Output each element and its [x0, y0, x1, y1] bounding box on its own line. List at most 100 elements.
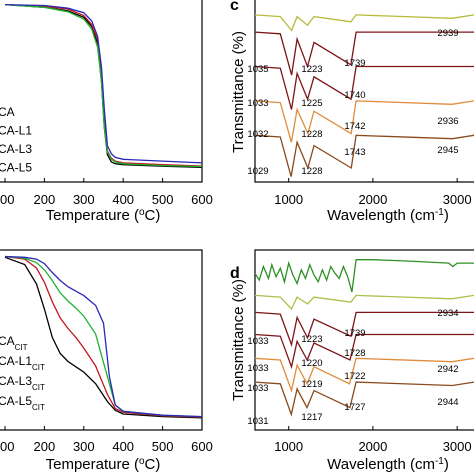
ftir-panel-c-peak-label-5: 1225 — [301, 98, 322, 109]
ftir-panel-d-series-5 — [254, 381, 474, 417]
tga-panel-2-xtick-label-0: 00 — [0, 439, 14, 454]
tga-panel-2-xtick-label-2: 300 — [73, 439, 95, 454]
ftir-panel-d-xlabel-main: Wavelength (cm — [327, 456, 435, 473]
tga-panel-2-frame — [0, 249, 203, 431]
tga-panel-1-xlabel: Temperature (oC) — [46, 207, 161, 225]
tga-panel-1-xtick-label-0: 00 — [0, 192, 14, 207]
ftir-panel-d-peak-label-11: 1031 — [247, 416, 268, 427]
ftir-panel-d-xlabel-end: ) — [444, 456, 449, 473]
ftir-panel-d-peak-label-3: 1739 — [344, 328, 365, 339]
ftir-panel-c-ylabel: Transmittance (%) — [230, 31, 247, 153]
tga-panel-1-legend-entry-1: CA-L1 — [0, 124, 32, 138]
ftir-panel-c-peak-label-4: 1033 — [247, 98, 268, 109]
ftir-panel-c-series-0 — [254, 14, 474, 32]
tga-panel-1-xtick-label-1: 200 — [34, 192, 56, 207]
tga-panel-1-series-1 — [4, 3, 203, 167]
ftir-panel-c-peak-label-12: 1228 — [301, 166, 322, 177]
ftir-panel-c-peak-label-7: 1032 — [247, 129, 268, 140]
tga-panel-2-legend-entry-3-sub: CIT — [32, 403, 45, 412]
ftir-panel-d-peak-label-6: 1728 — [344, 348, 365, 359]
tga-panel-2-legend-entry-2-base: CA-L3 — [0, 374, 32, 388]
ftir-panel-c-xtick-label-0: 1000 — [274, 192, 303, 207]
ftir-panel-d-peak-label-9: 1722 — [344, 371, 365, 382]
tga-panel-1-frame — [0, 0, 203, 183]
tga-panel-2-legend-entry-3: CA-L5CIT — [0, 394, 45, 412]
ftir-panel-c-series-3 — [254, 100, 474, 143]
tga-panel-2-legend-entry-1: CA-L1CIT — [0, 354, 45, 372]
ftir-panel-d-peak-label-13: 1727 — [344, 402, 365, 413]
tga-panel-1-legend-entry-0: CA — [0, 105, 15, 119]
tga-panel-1-legend-entry-2: CA-L3 — [0, 142, 32, 156]
ftir-panel-c-peak-label-2: 1223 — [301, 64, 322, 75]
ftir-panel-c-xtick-label-2: 3000 — [443, 192, 472, 207]
ftir-panel-c-xlabel: Wavelength (cm-1) — [327, 207, 449, 225]
ftir-panel-d-ylabel: Transmittance (%) — [230, 279, 247, 401]
tga-panel-1-series-3 — [4, 3, 203, 164]
ftir-panel-c-peak-label-6: 1740 — [344, 90, 365, 101]
ftir-panel-c-xtick-label-1: 2000 — [358, 192, 387, 207]
ftir-panel-d-peak-label-14: 2944 — [437, 397, 458, 408]
ftir-panel-d-peak-label-1: 1033 — [247, 336, 268, 347]
tga-panel-2-xtick-label-1: 200 — [34, 439, 56, 454]
tga-panel-2-xlabel-main: Temperature ( — [46, 456, 139, 473]
tga-panel-2-legend-entry-2-sub: CIT — [32, 383, 45, 392]
tga-panel-2-legend-entry-2: CA-L3CIT — [0, 374, 45, 392]
ftir-panel-d-peak-label-10: 2942 — [437, 364, 458, 375]
ftir-panel-d-panel-label: d — [230, 265, 240, 282]
tga-panel-1-xlabel-end: C) — [145, 207, 161, 224]
ftir-panel-d-series-0 — [254, 259, 474, 293]
ftir-panel-d-xtick-label-1: 2000 — [358, 439, 387, 454]
ftir-panel-c-xlabel-sup: -1 — [435, 207, 444, 218]
ftir-panel-d-series-4 — [254, 357, 474, 393]
ftir-panel-c-peak-label-11: 1029 — [247, 166, 268, 177]
tga-panel-1-xlabel-main: Temperature ( — [46, 207, 139, 224]
tga-panel-2-legend-entry-0: CACIT — [0, 334, 28, 352]
ftir-panel-d-xlabel: Wavelength (cm-1) — [327, 456, 449, 474]
ftir-panel-d-peak-label-8: 1219 — [301, 379, 322, 390]
tga-panel-2-xlabel: Temperature (oC) — [46, 456, 161, 474]
tga-panel-1-xtick-label-3: 400 — [112, 192, 134, 207]
tga-panel-2-legend-entry-3-base: CA-L5 — [0, 394, 32, 408]
tga-panel-2-xtick-label-4: 500 — [152, 439, 174, 454]
ftir-panel-d-xtick-label-2: 3000 — [443, 439, 472, 454]
ftir-panel-c-panel-label: c — [230, 0, 239, 14]
ftir-panel-c-peak-label-13: 1743 — [344, 147, 365, 158]
ftir-panel-c-peak-label-14: 2945 — [437, 145, 458, 156]
tga-panel-2-xtick-label-3: 400 — [112, 439, 134, 454]
tga-panel-1-series-2 — [4, 3, 203, 168]
tga-panel-2-legend-entry-0-base: CA — [0, 334, 15, 348]
ftir-panel-d-frame — [254, 249, 474, 431]
tga-panel-1-xtick-label-2: 300 — [73, 192, 95, 207]
tga-panel-1-legend-entry-3: CA-L5 — [0, 161, 32, 175]
tga-panel-2-xlabel-unit: o — [139, 456, 145, 467]
ftir-panel-d-peak-label-7: 1033 — [247, 383, 268, 394]
tga-panel-2-series-3 — [4, 255, 203, 418]
ftir-panel-c-peak-label-1: 1035 — [247, 64, 268, 75]
tga-panel-2-legend-entry-1-base: CA-L1 — [0, 354, 32, 368]
ftir-panel-c-frame — [254, 0, 474, 183]
ftir-panel-c-peak-label-9: 1742 — [344, 121, 365, 132]
ftir-panel-d-xlabel-sup: -1 — [435, 456, 444, 467]
ftir-panel-d-peak-label-2: 1223 — [301, 334, 322, 345]
tga-panel-2-xlabel-end: C) — [145, 456, 161, 473]
ftir-panel-c-peak-label-10: 2936 — [437, 116, 458, 127]
ftir-panel-d-peak-label-5: 1220 — [301, 358, 322, 369]
ftir-panel-d-series-1 — [254, 294, 474, 311]
ftir-panel-c-series-2 — [254, 65, 474, 110]
tga-panel-1-series-0 — [4, 3, 203, 169]
tga-panel-1-xtick-label-4: 500 — [152, 192, 174, 207]
tga-panel-1-xlabel-unit: o — [139, 207, 145, 218]
tga-panel-2-legend-entry-0-sub: CIT — [15, 343, 28, 352]
ftir-panel-d-peak-label-0: 2934 — [437, 308, 458, 319]
ftir-panel-c-peak-label-8: 1228 — [301, 129, 322, 140]
tga-panel-2-xtick-label-5: 600 — [191, 439, 213, 454]
tga-panel-1-xtick-label-5: 600 — [191, 192, 213, 207]
ftir-panel-c-xlabel-end: ) — [444, 207, 449, 224]
tga-panel-2-legend-entry-1-sub: CIT — [32, 363, 45, 372]
ftir-panel-c-series-4 — [254, 134, 474, 177]
ftir-panel-c-xlabel-main: Wavelength (cm — [327, 207, 435, 224]
ftir-panel-d-peak-label-4: 1033 — [247, 363, 268, 374]
tga-panel-2-series-0 — [4, 256, 203, 419]
ftir-panel-d-xtick-label-0: 1000 — [274, 439, 303, 454]
